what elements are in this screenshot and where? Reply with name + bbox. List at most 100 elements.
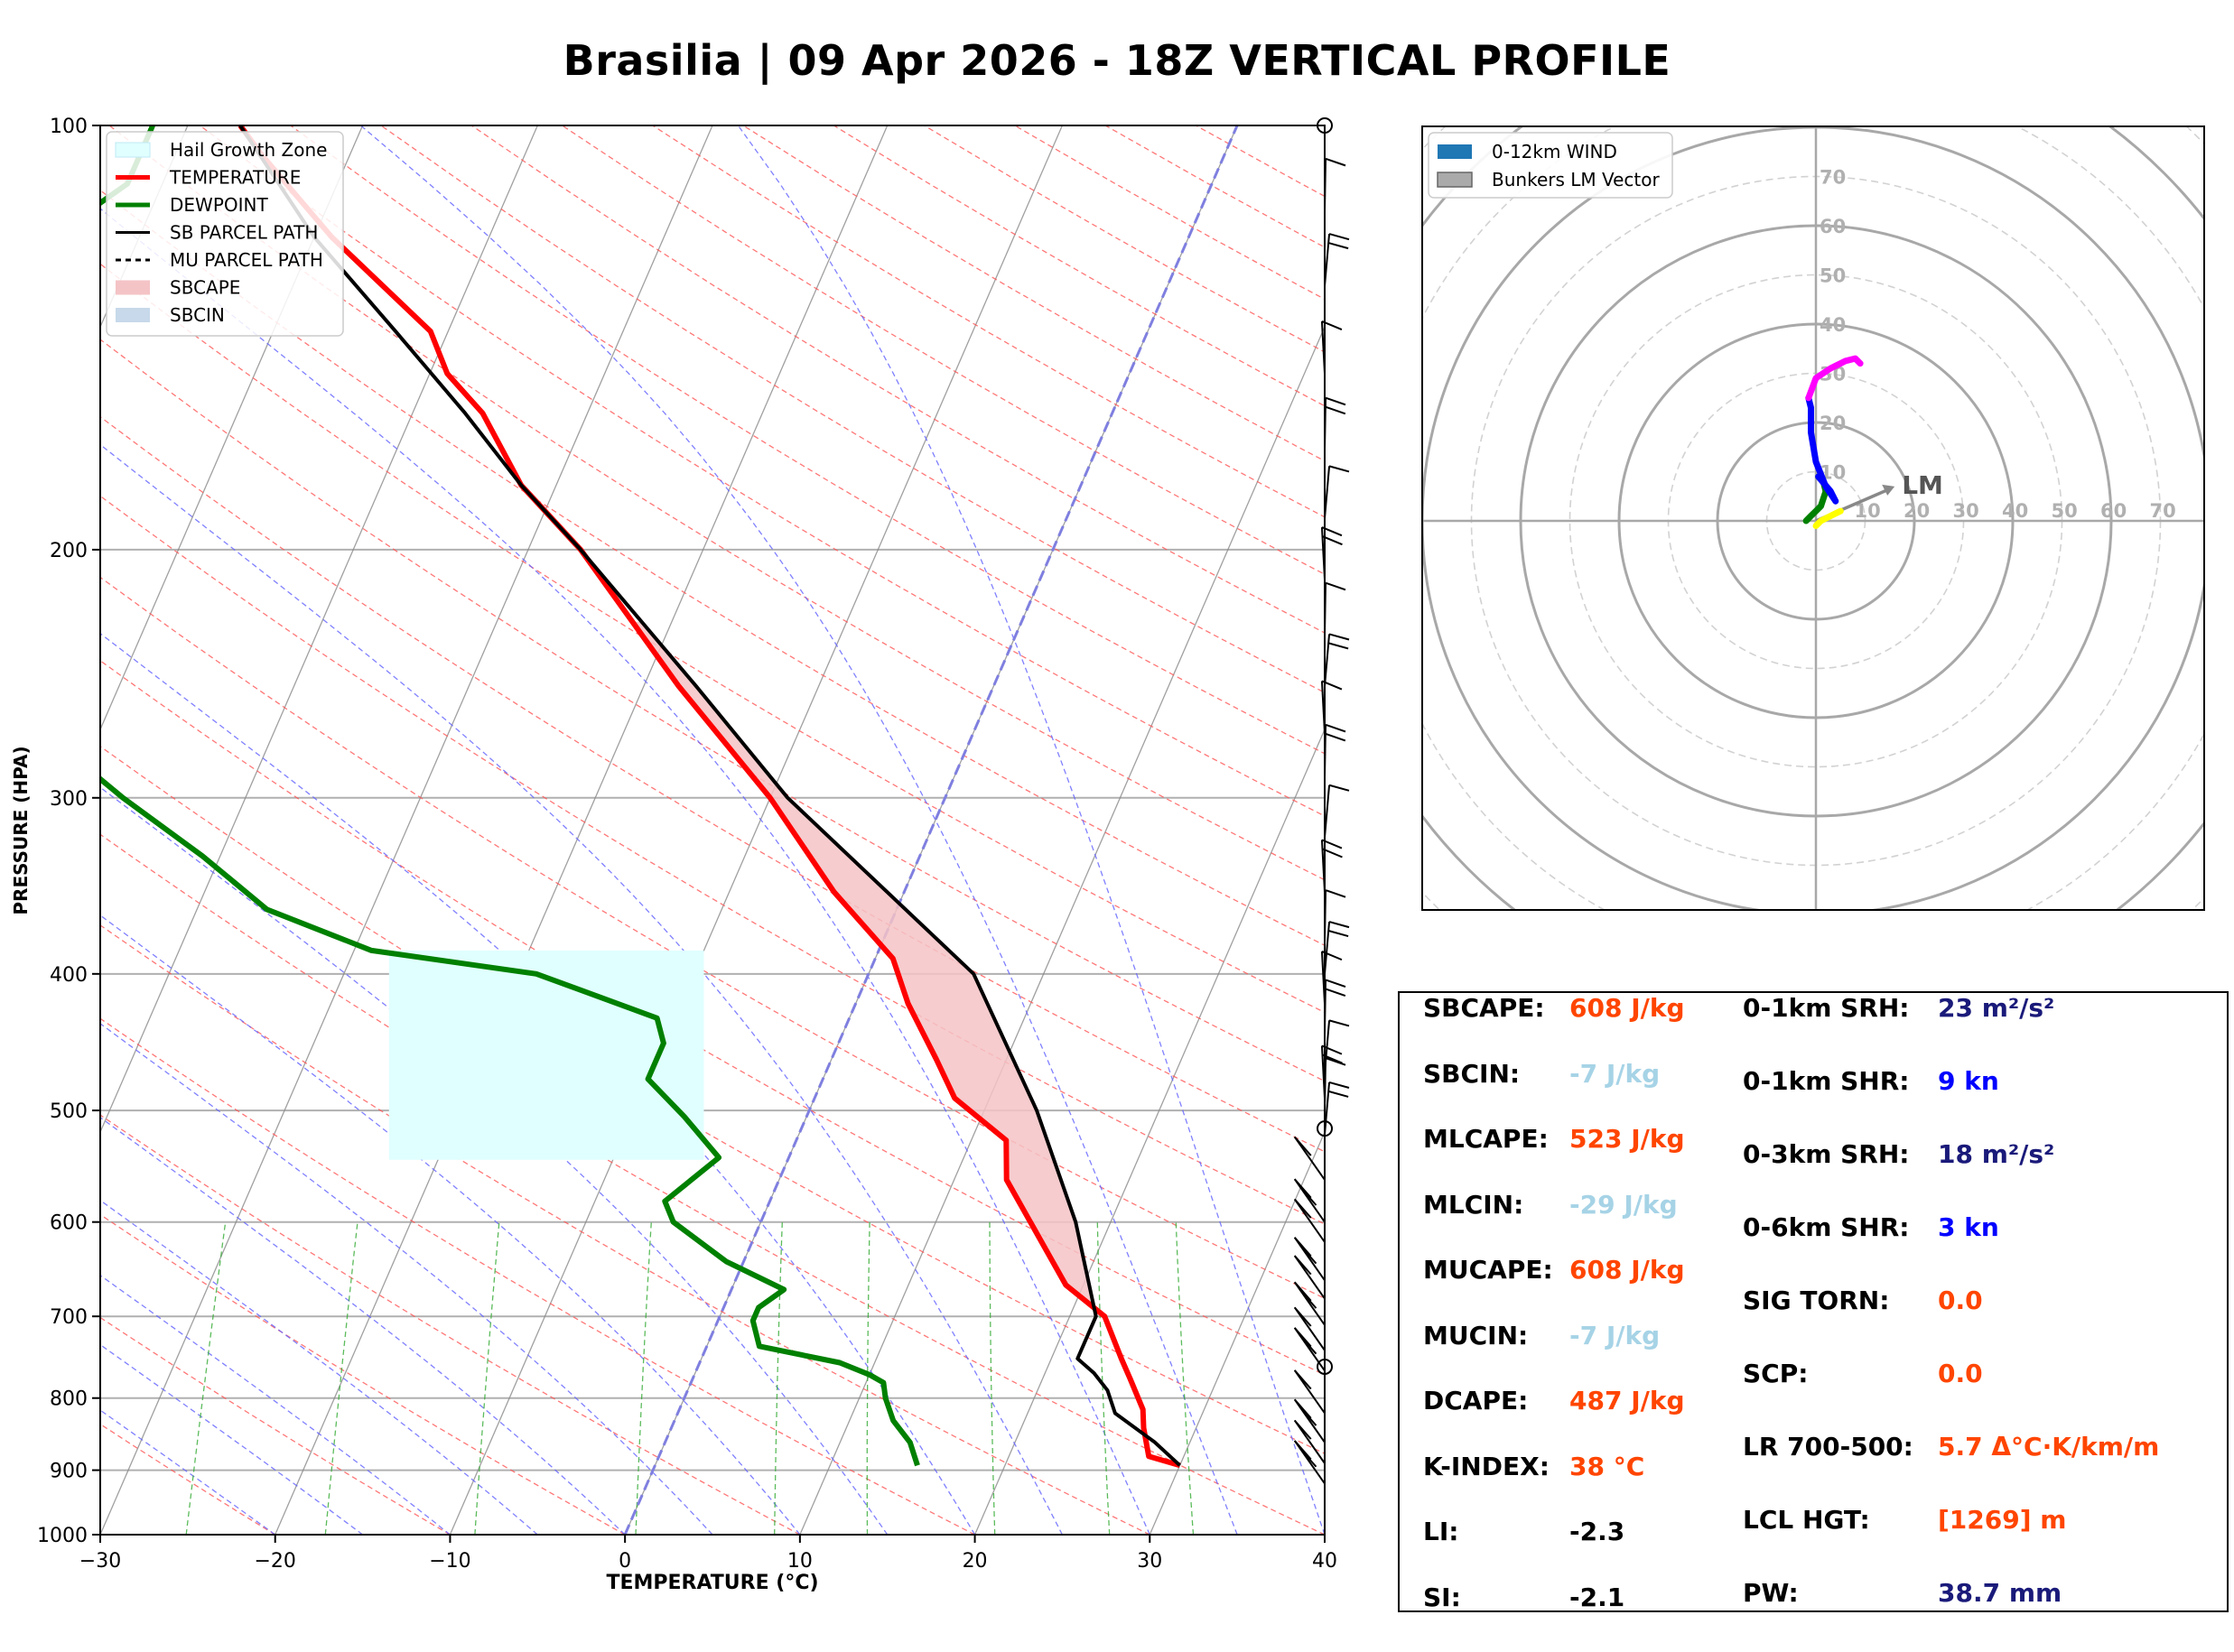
wind-barb-staff — [1320, 951, 1326, 1004]
param-value: -2.1 — [1569, 1582, 1625, 1612]
param-label: 0-3km SRH: — [1743, 1139, 1910, 1169]
wind-barb-flag — [1293, 1178, 1312, 1199]
y-tick-label: 700 — [50, 1306, 88, 1329]
dry-adiabat — [100, 339, 1325, 1082]
moist-adiabat — [360, 125, 1238, 1535]
param-value: 9 kn — [1938, 1066, 1999, 1096]
param-label: MUCAPE: — [1423, 1255, 1553, 1285]
legend-label: MU PARCEL PATH — [170, 249, 323, 271]
legend-swatch-cape — [116, 280, 150, 295]
param-label: SIG TORN: — [1743, 1285, 1890, 1315]
dewpoint-line — [100, 125, 920, 1467]
mixing-ratio-line — [989, 1221, 996, 1535]
skew-t-plot-frame — [99, 125, 1326, 1536]
parameters-panel: SBCAPE: 608 J/kg SBCIN: -7 J/kg MLCAPE: 523 J… — [1398, 991, 2229, 1612]
wind-barb-flag — [1299, 1447, 1317, 1468]
y-tick-label: 200 — [50, 540, 88, 562]
temperature-line — [237, 125, 1181, 1469]
wind-barb-flag — [1322, 848, 1343, 858]
wind-barb-flag — [1293, 1419, 1312, 1440]
wind-barb-staff — [1324, 582, 1327, 636]
dry-adiabat — [100, 495, 1325, 1225]
wind-barb-flag — [1299, 1288, 1317, 1309]
param-value: 23 m²/s² — [1938, 993, 2055, 1023]
wind-barb-staff — [1324, 1081, 1331, 1135]
y-tick-label: 1000 — [37, 1525, 88, 1547]
sb-parcel-line — [238, 125, 1181, 1467]
param-value: 0.0 — [1938, 1285, 1983, 1315]
param-label: SCP: — [1743, 1359, 1809, 1388]
wind-barb-flag — [1325, 889, 1346, 898]
sbcape-area — [632, 621, 1094, 1308]
dry-adiabat — [100, 745, 1325, 1454]
y-tick-label: 800 — [50, 1388, 88, 1411]
legend-label: SBCAPE — [170, 277, 240, 299]
wind-barb-flag — [1293, 1237, 1312, 1258]
isotherm-line — [1149, 1130, 1325, 1535]
param-label: DCAPE: — [1423, 1386, 1529, 1415]
wind-barb-staff — [1293, 1306, 1326, 1351]
dry-adiabat — [290, 125, 1325, 755]
wind-barb-flag — [1293, 1255, 1312, 1276]
wind-barb-flag — [1322, 535, 1343, 546]
y-tick-label: 300 — [50, 788, 88, 811]
param-label: 0-1km SHR: — [1743, 1066, 1910, 1096]
param-label: LCL HGT: — [1743, 1505, 1870, 1535]
wind-barb-flag — [1328, 465, 1350, 473]
isotherm-line — [100, 125, 364, 731]
legend-label: TEMPERATURE — [169, 167, 301, 189]
wind-barb-staff — [1320, 527, 1326, 580]
isotherm-line — [799, 325, 1325, 1535]
wind-barb-flag — [1327, 1090, 1349, 1098]
param-label: SI: — [1423, 1582, 1461, 1612]
param-value: -2.3 — [1569, 1517, 1625, 1546]
wind-barb-staff — [1324, 158, 1327, 211]
dry-adiabat — [380, 125, 1325, 693]
dry-adiabat — [100, 924, 1150, 1535]
param-value: 608 J/kg — [1569, 1255, 1685, 1285]
mixing-ratio-line — [1096, 1221, 1111, 1535]
wind-barb-flag — [1325, 732, 1346, 742]
wind-barb-flag — [1293, 1369, 1312, 1390]
wind-barb-flag — [1328, 233, 1350, 241]
wind-barb-flag — [1325, 157, 1346, 167]
wind-barb-flag — [1327, 242, 1349, 250]
moist-adiabat — [100, 1117, 626, 1535]
dry-adiabat — [100, 263, 1325, 1014]
dry-adiabat — [100, 660, 1325, 1376]
moist-adiabat — [100, 786, 889, 1535]
wind-barb-staff — [1324, 921, 1331, 974]
param-label: LI: — [1423, 1517, 1459, 1546]
skew-t-series — [100, 125, 1181, 1469]
x-tick-label: −20 — [254, 1550, 295, 1573]
wind-barb-staff — [1293, 1281, 1326, 1326]
wind-barbs — [1293, 117, 1350, 1485]
moist-adiabat — [100, 1274, 451, 1535]
x-tick-label: 40 — [1312, 1550, 1337, 1573]
param-label: K-INDEX: — [1423, 1451, 1550, 1481]
calm-wind-circle — [1317, 117, 1333, 134]
param-label: LR 700-500: — [1743, 1432, 1913, 1462]
wind-barb-staff — [1324, 466, 1331, 519]
dry-adiabat — [100, 833, 1325, 1535]
mixing-ratio-line — [185, 1221, 227, 1535]
wind-barb-flag — [1328, 633, 1350, 641]
calm-wind-circle — [1317, 1358, 1333, 1375]
isotherm-line — [974, 728, 1325, 1535]
hail-growth-zone — [388, 950, 704, 1160]
dry-adiabat — [100, 1316, 451, 1535]
chart-title: Brasilia | 09 Apr 2026 - 18Z VERTICAL PR… — [563, 36, 1671, 85]
wind-barb-flag — [1299, 1334, 1317, 1355]
param-value: 18 m²/s² — [1938, 1139, 2055, 1169]
y-tick-label: 900 — [50, 1461, 88, 1483]
mixing-ratio-line — [866, 1221, 870, 1535]
wind-barb-staff — [1293, 1136, 1326, 1181]
wind-barb-staff — [1324, 784, 1331, 838]
wind-barb-staff — [1293, 1178, 1326, 1223]
moist-adiabat — [100, 1023, 713, 1535]
y-tick-label: 600 — [50, 1212, 88, 1235]
wind-barb-staff — [1324, 724, 1327, 777]
param-value: -29 J/kg — [1569, 1189, 1678, 1220]
skew-t-fills — [388, 621, 1094, 1308]
